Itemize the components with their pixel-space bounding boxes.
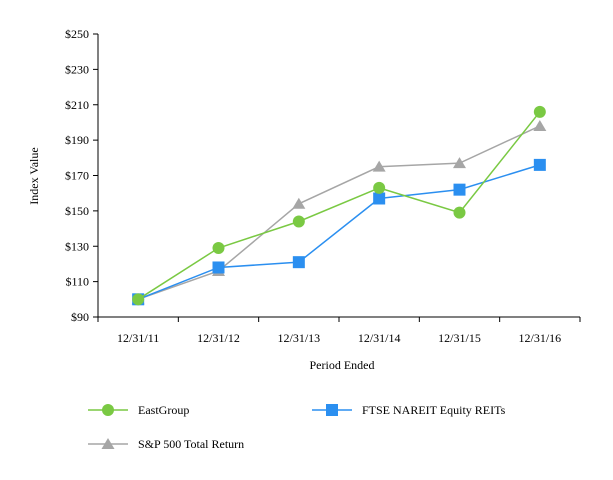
data-point — [533, 119, 547, 131]
legend-item: S&P 500 Total Return — [88, 437, 244, 451]
series-line — [137, 125, 541, 301]
legend-label: FTSE NAREIT Equity REITs — [362, 403, 506, 417]
axes: $90 $110 $130 $150 $170 $190 $210 $230 $250 12/31… — [65, 27, 581, 345]
data-point — [453, 183, 466, 196]
data-point — [373, 181, 386, 194]
y-axis-label: Index Value — [27, 147, 41, 204]
data-point — [132, 293, 145, 306]
data-point — [372, 160, 386, 172]
legend-label: S&P 500 Total Return — [138, 437, 244, 451]
legend-marker — [102, 404, 114, 416]
y-tick-label: $150 — [65, 204, 89, 218]
legend-marker — [326, 404, 338, 416]
x-axis-label: Period Ended — [310, 358, 375, 372]
x-tick-label: 12/31/12 — [197, 331, 240, 345]
data-point — [292, 215, 305, 228]
y-tick-label: $170 — [65, 169, 89, 183]
data-point — [533, 105, 546, 118]
data-point — [292, 197, 306, 209]
legend-label: EastGroup — [138, 403, 189, 417]
y-tick-label: $90 — [71, 310, 89, 324]
series-layer — [131, 105, 547, 306]
data-point — [212, 242, 225, 255]
data-point — [453, 157, 466, 169]
data-point — [373, 192, 386, 205]
x-tick-label: 12/31/13 — [277, 331, 320, 345]
series-ftse-nareit-equity-reits — [132, 158, 546, 306]
series-line — [137, 164, 541, 301]
y-tick-label: $210 — [65, 98, 89, 112]
x-tick-label: 12/31/11 — [117, 331, 159, 345]
x-tick-label: 12/31/16 — [518, 331, 561, 345]
data-point — [212, 261, 225, 274]
legend-item: FTSE NAREIT Equity REITs — [312, 403, 506, 417]
legend-marker — [101, 438, 115, 449]
y-tick-label: $190 — [65, 133, 89, 147]
data-point — [292, 256, 305, 269]
series-line — [137, 111, 541, 300]
x-tick-label: 12/31/14 — [358, 331, 401, 345]
y-tick-label: $110 — [65, 275, 89, 289]
y-tick-label: $130 — [65, 239, 89, 253]
legend: EastGroup FTSE NAREIT Equity REITs S&P 500… — [88, 403, 506, 451]
data-point — [453, 206, 466, 219]
data-point — [533, 158, 546, 171]
x-tick-label: 12/31/15 — [438, 331, 481, 345]
y-tick-label: $230 — [65, 62, 89, 76]
series-eastgroup — [132, 105, 546, 306]
y-tick-label: $250 — [65, 27, 89, 41]
legend-item: EastGroup — [88, 403, 189, 417]
